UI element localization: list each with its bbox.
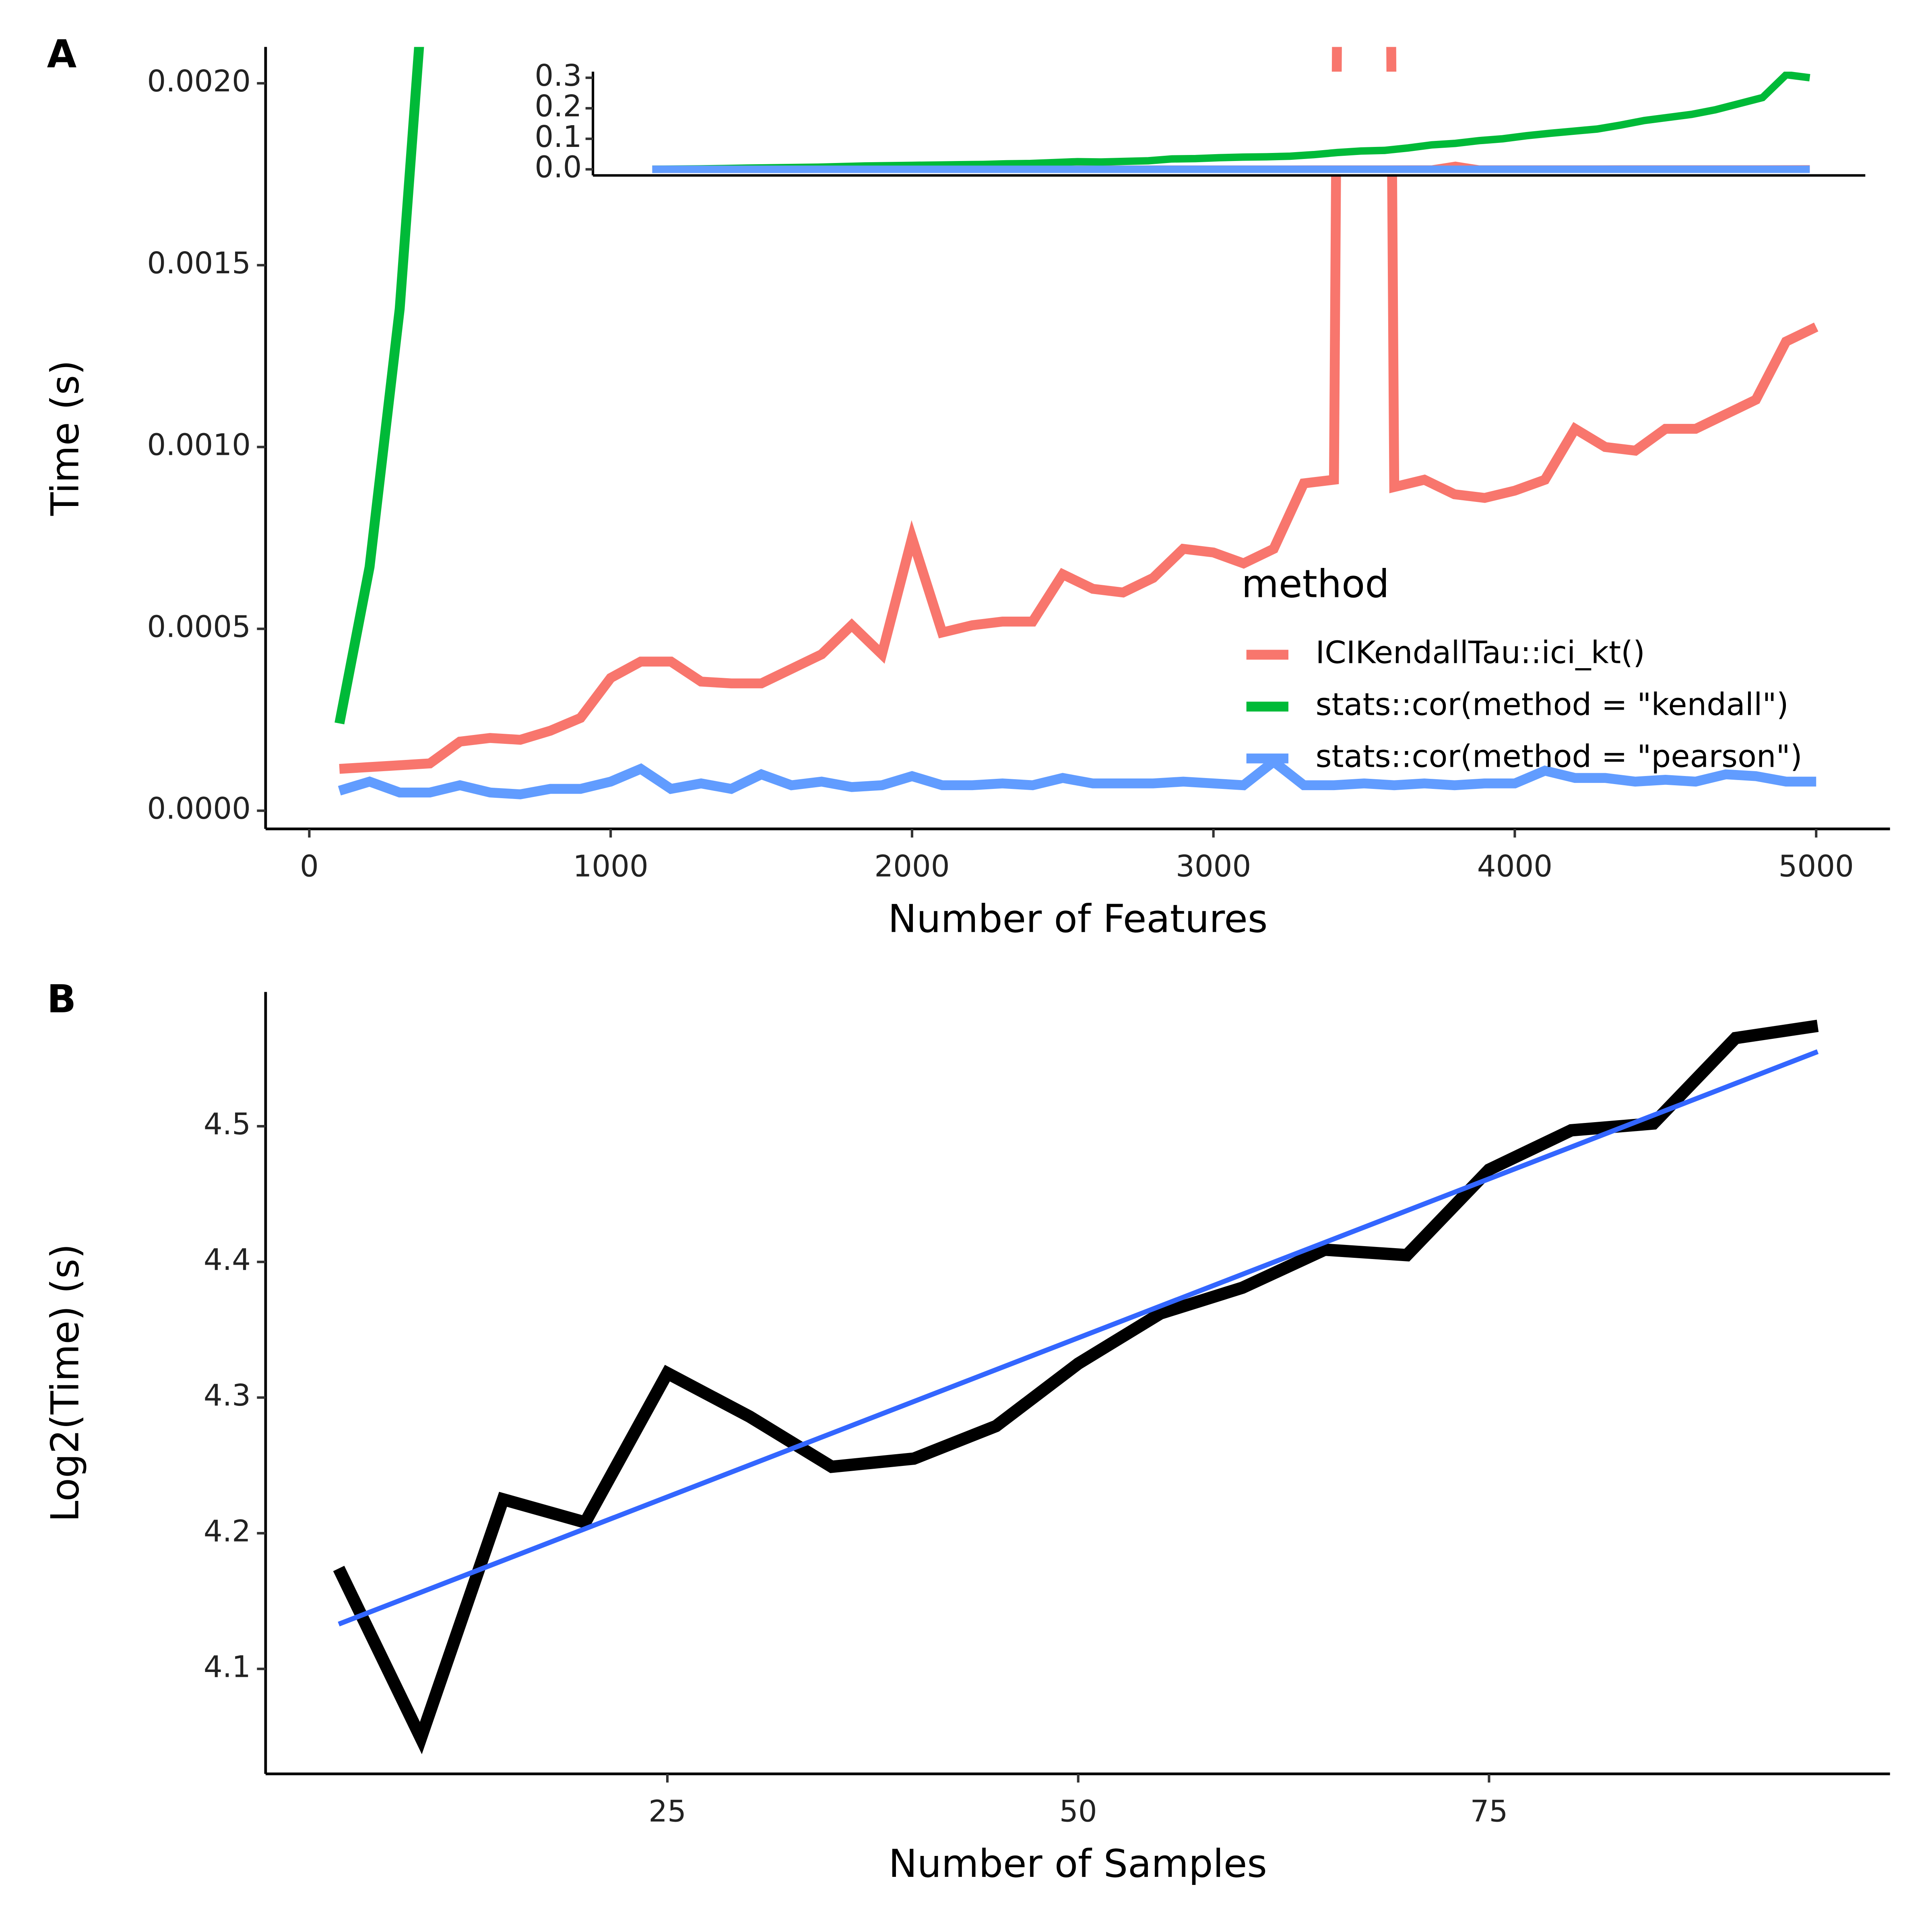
x-tick-label: 1000 — [573, 850, 648, 884]
fit-line — [338, 1049, 1819, 1627]
inset-y-tick-label: 0.3 — [535, 59, 582, 93]
x-tick-label: 50 — [1059, 1794, 1097, 1829]
y-axis-title: Time (s) — [43, 360, 88, 516]
y-tick-label: 4.1 — [204, 1650, 251, 1684]
plot-area — [334, 47, 1818, 799]
series-line — [333, 1020, 1819, 1754]
inset-y-tick-label: 0.0 — [535, 151, 582, 185]
y-tick-label: 0.0000 — [147, 792, 251, 826]
inset-y-tick-label: 0.2 — [535, 89, 582, 124]
x-tick-label: 25 — [648, 1794, 686, 1829]
panel-label: B — [47, 977, 76, 1022]
y-tick-label: 4.5 — [204, 1107, 251, 1141]
inset-y-tick-label: 0.1 — [535, 120, 582, 154]
inset-plot-area — [652, 72, 1810, 173]
x-tick-label: 0 — [300, 850, 319, 884]
y-tick-label: 0.0010 — [147, 428, 251, 462]
x-axis-title: Number of Samples — [888, 1842, 1267, 1886]
plot-area — [333, 1020, 1819, 1754]
y-tick-label: 0.0005 — [147, 610, 251, 644]
y-tick-label: 0.0015 — [147, 246, 251, 281]
y-axis-title: Log2(Time) (s) — [43, 1244, 88, 1522]
legend-title: method — [1241, 562, 1389, 607]
y-tick-label: 4.3 — [204, 1379, 251, 1413]
y-tick-label: 4.2 — [204, 1514, 251, 1548]
legend-label: stats::cor(method = "pearson") — [1316, 739, 1802, 774]
legend-label: ICIKendallTau::ici_kt() — [1316, 635, 1645, 671]
panel-label: A — [47, 32, 77, 76]
x-tick-label: 5000 — [1778, 850, 1854, 884]
x-axis-title: Number of Features — [888, 897, 1267, 941]
y-tick-label: 0.0020 — [147, 64, 251, 99]
y-tick-label: 4.4 — [204, 1243, 251, 1277]
x-tick-label: 3000 — [1176, 850, 1251, 884]
series-line — [338, 755, 1816, 799]
x-tick-label: 4000 — [1477, 850, 1552, 884]
x-tick-label: 75 — [1470, 1794, 1508, 1829]
legend-label: stats::cor(method = "kendall") — [1316, 687, 1789, 722]
x-tick-label: 2000 — [874, 850, 949, 884]
series-line — [339, 47, 1818, 774]
